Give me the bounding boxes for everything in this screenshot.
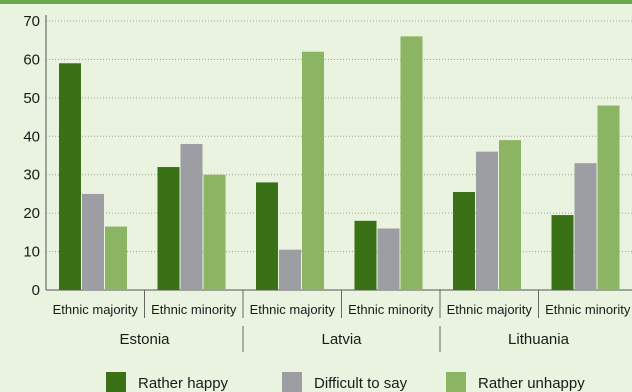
legend-label-difficult-to-say: Difficult to say (314, 375, 408, 392)
x-category-label-4: Ethnic majority (447, 302, 533, 317)
y-tick-label-40: 40 (23, 128, 40, 145)
y-tick-label-30: 30 (23, 167, 40, 184)
y-tick-label-50: 50 (23, 90, 40, 107)
x-category-label-1: Ethnic minority (151, 302, 237, 317)
bar-difficult-to-say-4 (476, 151, 498, 290)
y-tick-label-60: 60 (23, 51, 40, 68)
legend-swatch-rather-happy (106, 372, 126, 392)
bar-rather-happy-5 (551, 215, 574, 290)
bar-difficult-to-say-2 (279, 249, 301, 290)
bar-rather-unhappy-3 (400, 36, 423, 290)
bar-difficult-to-say-3 (377, 228, 400, 290)
bar-rather-unhappy-4 (499, 140, 521, 290)
x-category-label-2: Ethnic majority (250, 302, 336, 317)
bar-rather-unhappy-0 (105, 226, 127, 290)
x-category-label-0: Ethnic majority (53, 302, 139, 317)
y-tick-label-20: 20 (23, 205, 40, 222)
group-label-latvia: Latvia (321, 331, 362, 348)
y-tick-label-10: 10 (23, 244, 40, 261)
legend-swatch-rather-unhappy (446, 372, 466, 392)
y-tick-label-70: 70 (23, 13, 40, 30)
bar-rather-happy-2 (256, 182, 278, 290)
x-category-label-3: Ethnic minority (348, 302, 434, 317)
y-tick-label-0: 0 (32, 282, 40, 299)
bar-rather-happy-3 (354, 220, 377, 290)
group-label-lithuania: Lithuania (508, 331, 570, 348)
legend-label-rather-happy: Rather happy (138, 375, 229, 392)
bar-difficult-to-say-1 (180, 143, 203, 290)
legend-swatch-difficult-to-say (282, 372, 302, 392)
bar-rather-unhappy-1 (203, 174, 226, 290)
bar-rather-unhappy-2 (302, 51, 324, 290)
bar-rather-happy-1 (157, 167, 180, 290)
x-category-label-5: Ethnic minority (545, 302, 631, 317)
bar-difficult-to-say-5 (574, 163, 597, 290)
bar-rather-happy-4 (453, 192, 475, 290)
bar-rather-happy-0 (59, 63, 81, 291)
top-accent-rule (0, 0, 632, 4)
bar-rather-unhappy-5 (597, 105, 620, 291)
group-label-estonia: Estonia (119, 331, 170, 348)
bar-difficult-to-say-0 (82, 193, 104, 290)
legend-label-rather-unhappy: Rather unhappy (478, 375, 585, 392)
